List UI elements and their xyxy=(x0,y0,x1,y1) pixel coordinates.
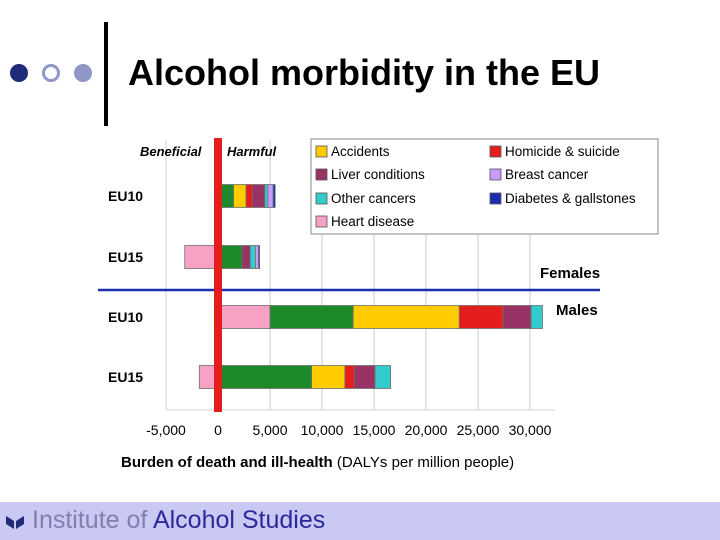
footer-prefix: Institute of xyxy=(32,506,148,534)
footer-text: Institute of Alcohol Studies xyxy=(32,506,325,535)
slide-title: Alcohol morbidity in the EU xyxy=(128,52,601,93)
bullet-dot-2 xyxy=(42,64,60,82)
category-label: EU15 xyxy=(108,249,143,265)
bar-segment xyxy=(267,184,274,208)
bar-segment xyxy=(245,184,253,208)
bar-segment xyxy=(251,184,266,208)
bar-segment xyxy=(249,245,256,269)
bar-segment xyxy=(255,245,259,269)
axis-layer: -5,000 0 5,000 10,000 15,000 20,000 25,000 30,0… xyxy=(108,144,552,471)
legend-box xyxy=(310,138,659,235)
legend-entry: Liver conditions xyxy=(331,167,425,182)
bar-segment xyxy=(458,305,504,329)
x-tick-label: 25,000 xyxy=(457,422,500,438)
bar-segment xyxy=(258,245,260,269)
legend-swatch xyxy=(489,145,502,158)
x-tick-label: -5,000 xyxy=(146,422,186,438)
legend-entry: Other cancers xyxy=(331,191,416,206)
legend-swatch xyxy=(489,192,502,205)
bar-segment xyxy=(344,365,355,389)
bar-segment xyxy=(264,184,269,208)
x-tick-label: 20,000 xyxy=(405,422,448,438)
legend-entry: Diabetes & gallstones xyxy=(505,191,636,206)
bars-layer xyxy=(184,184,543,389)
legend: Accidents Homicide & suicide Liver conditi… xyxy=(310,138,659,235)
bar-segment xyxy=(233,184,247,208)
logo-icon xyxy=(6,516,24,529)
legend-entry: Homicide & suicide xyxy=(505,144,620,159)
category-label: EU10 xyxy=(108,188,143,204)
legend-swatch xyxy=(315,215,328,228)
x-tick-label: 5,000 xyxy=(252,422,287,438)
bar-segment xyxy=(217,365,312,389)
group-label-males: Males xyxy=(556,302,598,319)
x-axis-label: Burden of death and ill-health (DALYs pe… xyxy=(121,454,514,471)
bullet-dot-3 xyxy=(74,64,92,82)
category-label: EU10 xyxy=(108,309,143,325)
beneficial-label: Beneficial xyxy=(140,144,202,159)
bullet-dot-1 xyxy=(10,64,28,82)
bar-segment xyxy=(530,305,543,329)
legend-swatch xyxy=(315,145,328,158)
bar-segment xyxy=(241,245,251,269)
bar-segment xyxy=(311,365,346,389)
x-tick-label: 10,000 xyxy=(301,422,344,438)
zero-divider-line xyxy=(214,138,222,412)
legend-entry: Breast cancer xyxy=(505,167,589,182)
overlay-layer: Females Males xyxy=(98,138,600,412)
x-tick-label: 0 xyxy=(214,422,222,438)
legend-entry: Heart disease xyxy=(331,214,414,229)
bar-segment xyxy=(374,365,392,389)
bar-segment xyxy=(184,245,219,269)
legend-swatch xyxy=(489,168,502,181)
x-tick-label: 15,000 xyxy=(353,422,396,438)
bar-segment xyxy=(353,365,376,389)
legend-entry: Accidents xyxy=(331,144,390,159)
x-tick-label: 30,000 xyxy=(509,422,552,438)
category-label: EU15 xyxy=(108,369,143,385)
bar-segment xyxy=(269,305,354,329)
legend-swatch xyxy=(315,192,328,205)
harmful-label: Harmful xyxy=(227,144,277,159)
bar-segment xyxy=(272,184,276,208)
bar-segment xyxy=(352,305,460,329)
morbidity-chart: -5,000 0 5,000 10,000 15,000 20,000 25,000 30,0… xyxy=(98,138,659,471)
title-divider xyxy=(104,22,108,126)
footer-bar xyxy=(0,502,720,540)
bar-segment xyxy=(217,305,271,329)
footer-brand: Alcohol Studies xyxy=(152,506,326,534)
legend-swatch xyxy=(315,168,328,181)
group-label-females: Females xyxy=(540,265,600,282)
bar-segment xyxy=(502,305,532,329)
